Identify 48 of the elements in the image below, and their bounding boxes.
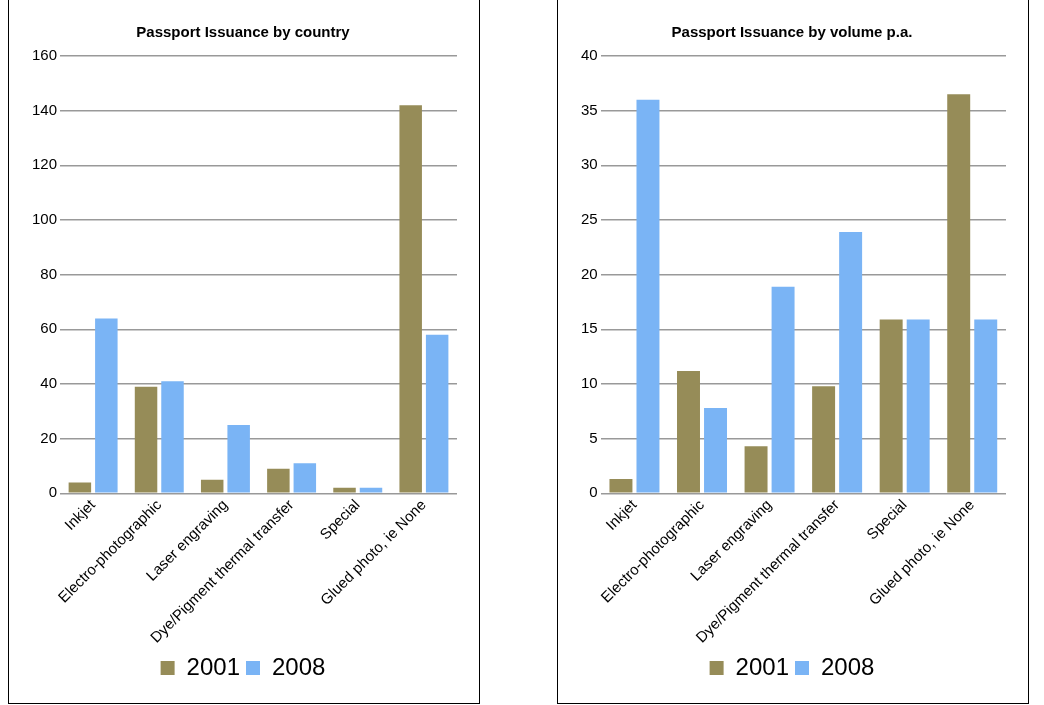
y-tick-label: 15 bbox=[581, 319, 598, 337]
bar bbox=[879, 319, 903, 493]
bar bbox=[134, 386, 158, 493]
bar bbox=[974, 319, 998, 493]
bar bbox=[293, 463, 317, 493]
chart-title: Passport Issuance by country bbox=[136, 23, 351, 41]
y-tick-label: 5 bbox=[589, 428, 598, 446]
legend-label: 2001 bbox=[186, 652, 240, 680]
y-tick-label: 35 bbox=[581, 100, 598, 118]
bar bbox=[333, 487, 356, 493]
y-tick-label: 25 bbox=[581, 210, 598, 228]
bar bbox=[425, 334, 449, 493]
bar bbox=[744, 446, 768, 493]
y-tick-label: 0 bbox=[589, 483, 598, 501]
y-tick-label: 160 bbox=[32, 46, 58, 64]
y-tick-label: 20 bbox=[581, 264, 598, 282]
bar bbox=[771, 286, 795, 493]
bar bbox=[359, 487, 383, 493]
y-tick-label: 120 bbox=[32, 155, 58, 173]
legend-label: 2001 bbox=[735, 652, 789, 680]
y-tick-label: 100 bbox=[32, 210, 58, 228]
bar bbox=[161, 381, 184, 493]
y-tick-label: 40 bbox=[40, 374, 58, 392]
y-tick-label: 80 bbox=[40, 264, 58, 282]
bar bbox=[68, 482, 92, 493]
y-tick-label: 60 bbox=[40, 319, 58, 337]
y-tick-label: 30 bbox=[581, 155, 598, 173]
bar bbox=[947, 94, 971, 493]
bar bbox=[906, 319, 930, 493]
legend-label: 2008 bbox=[272, 652, 326, 680]
y-tick-label: 20 bbox=[40, 428, 58, 446]
y-tick-label: 140 bbox=[32, 100, 58, 118]
bar bbox=[399, 105, 422, 493]
bar bbox=[227, 425, 250, 493]
legend-label: 2008 bbox=[821, 652, 875, 680]
bar bbox=[200, 479, 224, 493]
bar bbox=[839, 232, 863, 493]
y-tick-label: 10 bbox=[581, 374, 598, 392]
y-tick-label: 0 bbox=[48, 483, 58, 501]
bar bbox=[812, 386, 836, 493]
chart-title: Passport Issuance by volume p.a. bbox=[671, 23, 913, 41]
bar bbox=[609, 479, 633, 493]
bar bbox=[704, 408, 728, 493]
bar bbox=[677, 370, 700, 493]
bar bbox=[636, 99, 660, 493]
bar bbox=[267, 468, 290, 493]
bar bbox=[95, 318, 118, 493]
y-tick-label: 40 bbox=[581, 46, 598, 64]
